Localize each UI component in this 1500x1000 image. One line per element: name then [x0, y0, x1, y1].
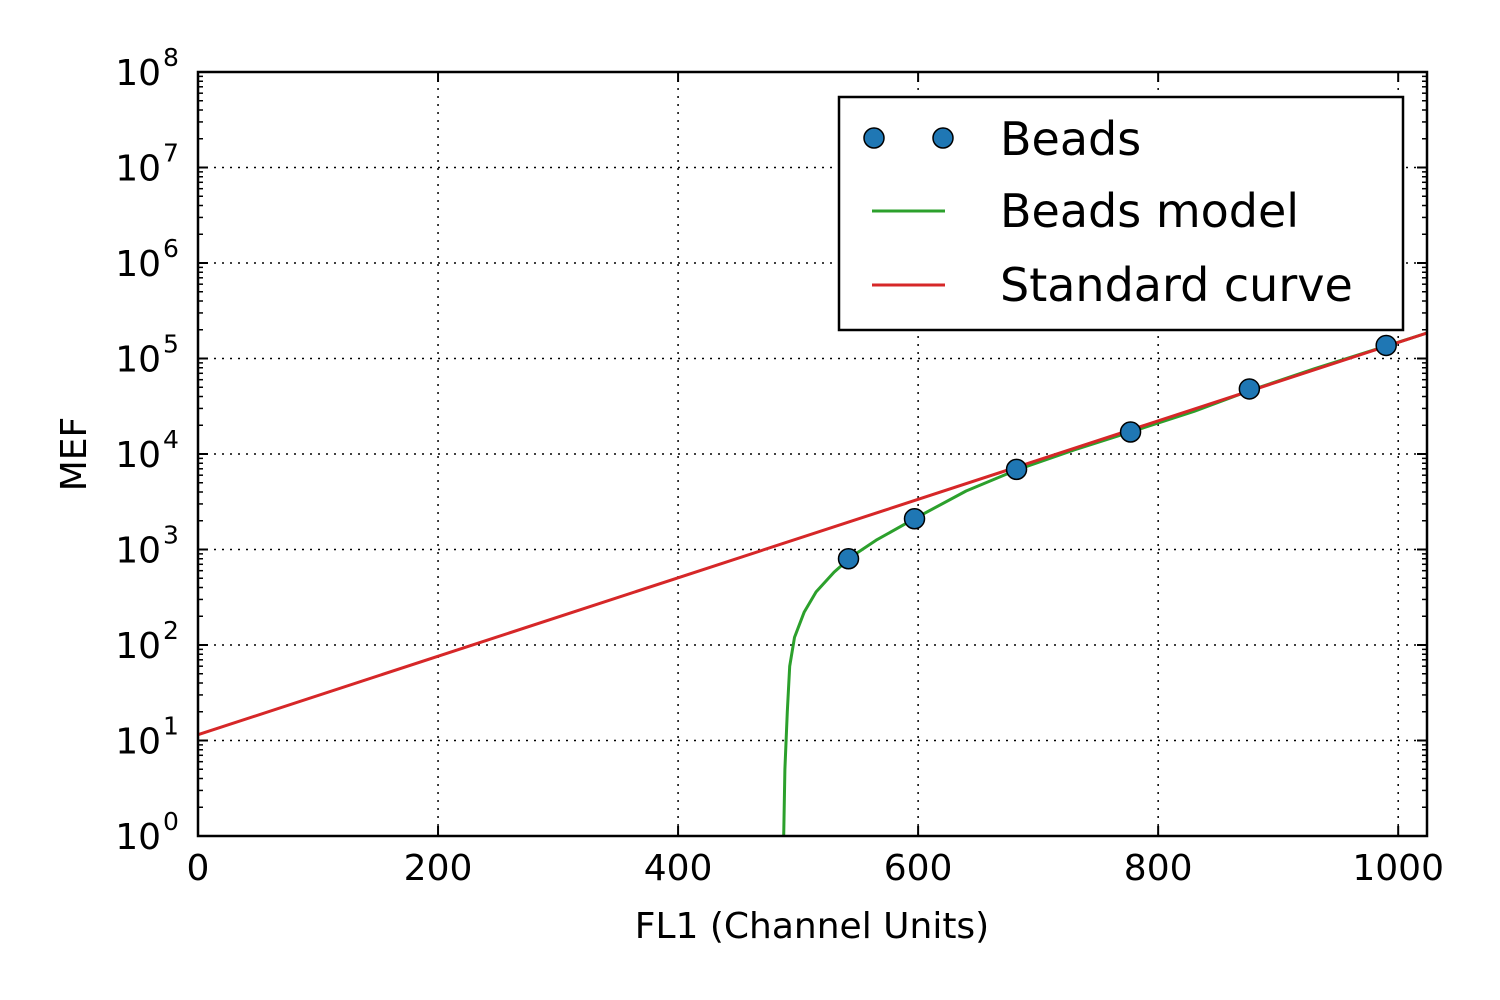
x-tick-label: 1000	[1352, 848, 1444, 889]
legend-marker-beads-2	[932, 127, 954, 149]
beads-point	[837, 548, 860, 570]
y-tick-label: 10	[115, 817, 161, 858]
y-axis-title: MEF	[54, 417, 95, 492]
y-tick-label: 10	[115, 149, 161, 190]
beads-point	[1005, 458, 1028, 481]
beads-point	[1119, 421, 1142, 443]
x-axis-title: FL1 (Channel Units)	[635, 906, 989, 947]
x-tick-label: 800	[1124, 848, 1193, 889]
beads-point	[1238, 378, 1261, 400]
y-tick-label-exponent: 8	[163, 43, 179, 72]
y-tick-label-exponent: 4	[163, 425, 179, 454]
y-tick-label-exponent: 5	[163, 330, 179, 359]
y-tick-label: 10	[115, 435, 161, 476]
series-layer	[197, 331, 1428, 837]
standard-curve-line	[197, 331, 1428, 737]
y-tick-label-exponent: 2	[163, 616, 179, 645]
y-tick-label-exponent: 0	[163, 807, 179, 836]
axis-ticks	[197, 71, 1427, 837]
legend-marker-beads-1	[863, 127, 885, 149]
x-tick-label: 600	[884, 848, 953, 889]
beads-model-line	[782, 331, 1428, 837]
y-tick-label: 10	[115, 531, 161, 572]
y-tick-label-exponent: 1	[163, 712, 179, 741]
y-tick-label: 10	[115, 53, 161, 94]
y-tick-label-exponent: 7	[163, 139, 179, 168]
legend-label-beads: Beads	[1000, 112, 1141, 166]
x-axis-tick-labels: 0 200 400 600 800 1000	[187, 848, 1444, 889]
y-tick-label: 10	[115, 722, 161, 763]
beads-point	[1375, 334, 1397, 357]
legend: Beads Beads model Standard curve	[837, 95, 1405, 332]
x-tick-label: 200	[404, 848, 473, 889]
y-tick-label: 10	[115, 244, 161, 285]
y-tick-label: 10	[115, 340, 161, 381]
y-tick-label: 10	[115, 626, 161, 667]
legend-label-beads-model: Beads model	[1000, 184, 1299, 238]
x-tick-label: 400	[644, 848, 713, 889]
y-tick-label-exponent: 6	[163, 234, 179, 263]
beads-point	[903, 507, 926, 530]
y-tick-label-exponent: 3	[163, 521, 179, 550]
x-tick-label: 0	[187, 848, 210, 889]
legend-label-standard-curve: Standard curve	[1000, 258, 1353, 312]
